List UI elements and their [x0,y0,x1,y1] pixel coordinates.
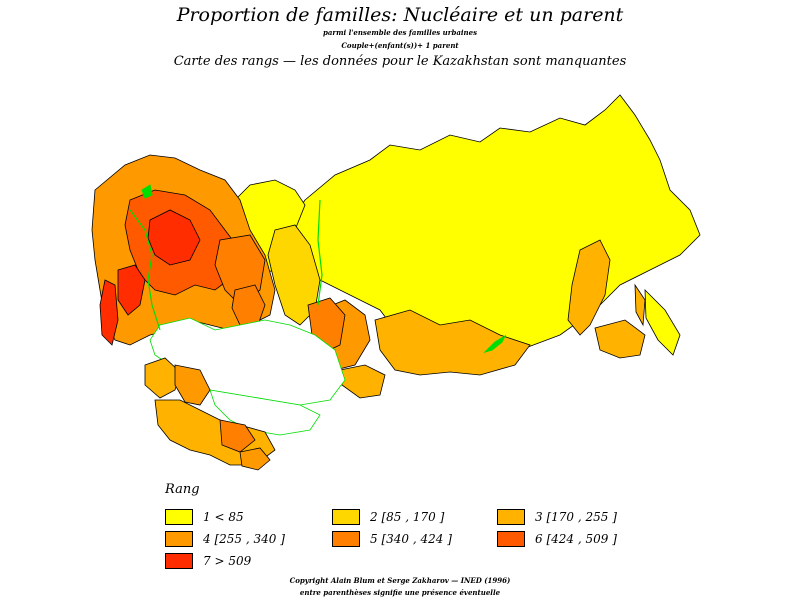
region-kamchatka [644,288,681,356]
region-south-siberia [374,309,531,376]
region-astrakhan [174,364,211,406]
region-west-border [99,279,119,346]
legend-swatch [497,531,525,547]
region-azerbaijan [239,447,271,471]
lake-baikal [483,334,507,354]
lake-ladoga [141,184,153,199]
legend-swatch [332,509,360,525]
river-ob [317,199,323,306]
region-moscow-area [147,209,201,266]
legend-item-rank-7: 7 > 509 [165,552,251,570]
legend-item-rank-1: 1 < 85 [165,508,244,526]
legend-swatch [165,509,193,525]
region-sakhalin [634,283,646,327]
legend-label: 1 < 85 [203,510,244,524]
family-type-subtitle: Couple+(enfant(s))+ 1 parent [341,41,459,50]
legend-item-rank-5: 5 [340 , 424 ] [332,530,452,548]
legend-item-rank-3: 3 [170 , 255 ] [497,508,617,526]
region-primorye [594,319,646,359]
region-altai [339,364,386,399]
region-volgograd [144,357,181,399]
region-volga-high [117,264,146,316]
legend-swatch [165,553,193,569]
map-title: Proportion de familles: Nucléaire et un … [176,4,624,26]
legend-swatch [497,509,525,525]
copyright-text: Copyright Alain Blum et Serge Zakharov —… [289,576,511,585]
region-khabarovsk [567,239,611,336]
legend-swatch [332,531,360,547]
legend-label: 7 > 509 [203,554,252,568]
region-urals [267,224,321,326]
map-subtitle: parmi l'ensemble des familles urbaines [322,28,478,37]
legend-item-rank-6: 6 [424 , 509 ] [497,530,617,548]
legend-label: 2 [85 , 170 ] [370,510,445,524]
legend-label: 6 [424 , 509 ] [535,532,617,546]
footnote-text: entre parenthèses signifie une présence … [299,588,501,597]
legend-label: 5 [340 , 424 ] [370,532,452,546]
legend-label: 4 [255 , 340 ] [203,532,285,546]
legend-item-rank-4: 4 [255 , 340 ] [165,530,285,548]
legend-item-rank-2: 2 [85 , 170 ] [332,508,444,526]
legend-swatch [165,531,193,547]
river-volga [129,209,161,331]
region-georgia [219,419,256,453]
rank-map-caption: Carte des rangs — les données pour le Ka… [173,54,627,69]
legend-label: 3 [170 , 255 ] [535,510,617,524]
choropleth-map [91,94,701,471]
legend-title: Rang [165,482,200,497]
